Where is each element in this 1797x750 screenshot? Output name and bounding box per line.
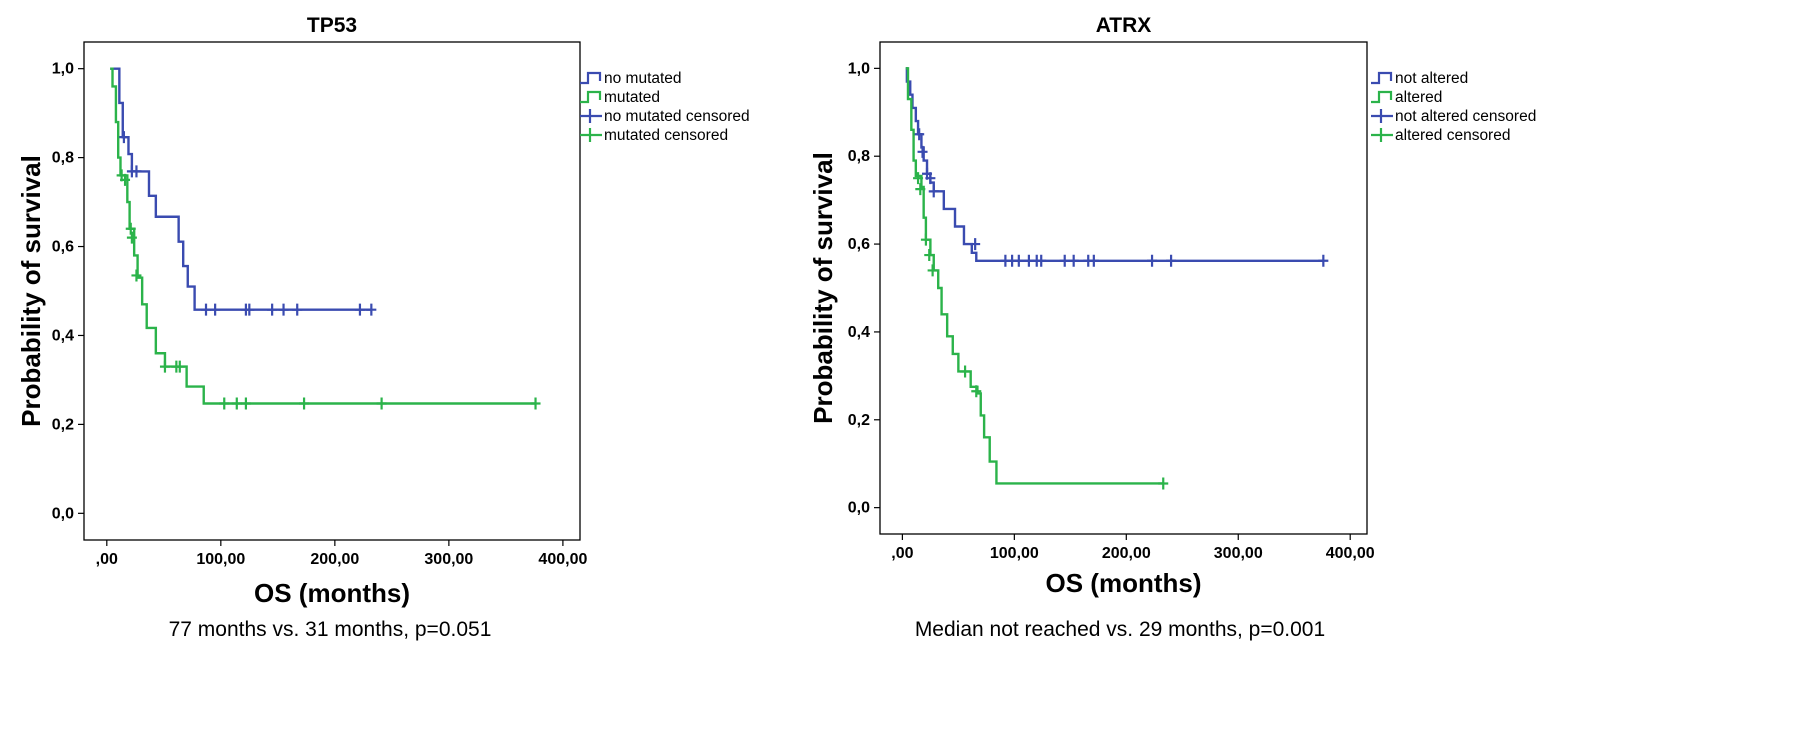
censor-mark (1147, 254, 1158, 267)
censor-mark (971, 385, 982, 398)
censor-mark (1158, 477, 1169, 490)
censor-mark (299, 397, 310, 410)
censor-mark (366, 303, 377, 316)
censor-mark (244, 303, 255, 316)
y-tick-label: 0,6 (848, 236, 870, 253)
censor-mark (131, 165, 142, 178)
censor-mark (125, 222, 136, 235)
censor-mark (118, 131, 129, 144)
plot-frame (879, 41, 1368, 535)
y-tick-label: 0,0 (848, 500, 870, 517)
x-tick-label: 100,00 (990, 545, 1039, 562)
censor-mark (174, 360, 185, 373)
x-tick-label: 200,00 (1102, 545, 1151, 562)
x-tick-label: ,00 (96, 551, 118, 568)
y-tick-label: 1,0 (52, 61, 74, 78)
censor-mark (915, 183, 926, 196)
x-tick-label: 400,00 (538, 551, 587, 568)
x-tick-label: ,00 (891, 545, 913, 562)
y-tick-label: 0,6 (52, 239, 74, 256)
x-tick-label: 300,00 (424, 551, 473, 568)
legend-label: not altered censored (1395, 108, 1536, 125)
censor-mark (914, 128, 925, 141)
censor-mark (917, 145, 928, 158)
x-tick-label: 300,00 (1214, 545, 1263, 562)
censor-mark (126, 231, 137, 244)
chart-title: TP53 (307, 14, 357, 37)
legend-swatch (580, 128, 602, 142)
chart-title: ATRX (1096, 14, 1152, 37)
censor-mark (913, 172, 924, 185)
x-axis-label: OS (months) (254, 578, 410, 608)
chart-caption: Median not reached vs. 29 months, p=0.00… (915, 618, 1325, 641)
censor-mark (210, 303, 221, 316)
y-tick-label: 1,0 (848, 60, 870, 77)
censor-mark (219, 397, 230, 410)
y-tick-label: 0,2 (848, 412, 870, 429)
censor-mark (925, 172, 936, 185)
legend-swatch (1371, 71, 1393, 85)
censor-mark (1013, 254, 1024, 267)
legend-label: mutated censored (604, 127, 728, 144)
censor-mark (920, 233, 931, 246)
tp53-panel: TP53 0,0 0,2 0,4 0,6 0,8 1,0 ,00 100,00 200,00 300… (16, 14, 750, 641)
censor-mark (278, 303, 289, 316)
censor-mark (960, 365, 971, 378)
y-axis-label: Probability of survival (808, 152, 838, 424)
legend-swatch (580, 109, 602, 123)
censor-mark (231, 397, 242, 410)
y-axis-label: Probability of survival (16, 155, 46, 427)
legend-label: no mutated (604, 70, 682, 87)
survival-curve-not-altered (110, 67, 372, 311)
y-tick-label: 0,8 (848, 148, 870, 165)
censor-mark (201, 303, 212, 316)
censor-mark (376, 397, 387, 410)
legend-label: altered (1395, 89, 1442, 106)
legend-swatch (580, 71, 602, 85)
x-tick-label: 200,00 (310, 551, 359, 568)
censor-mark (267, 303, 278, 316)
censor-mark (1318, 254, 1329, 267)
censor-mark (970, 238, 981, 251)
censor-mark (292, 303, 303, 316)
survival-curve-altered (110, 67, 536, 405)
plot-frame (83, 41, 581, 541)
legend-swatch (1371, 109, 1393, 123)
legend-swatch (1371, 90, 1393, 104)
censor-mark (1068, 254, 1079, 267)
censor-mark (530, 397, 541, 410)
censor-mark (928, 185, 939, 198)
atrx-panel: ATRX 0,0 0,2 0,4 0,6 0,8 1,0 ,00 100,00 200,00 300… (808, 14, 1536, 641)
censor-mark (1166, 254, 1177, 267)
x-tick-label: 100,00 (196, 551, 245, 568)
censor-mark (1088, 254, 1099, 267)
censor-mark (1036, 254, 1047, 267)
censor-mark (159, 360, 170, 373)
chart-caption: 77 months vs. 31 months, p=0.051 (169, 618, 492, 641)
x-tick-label: 400,00 (1326, 545, 1375, 562)
censor-mark (927, 264, 938, 277)
censor-mark (120, 173, 131, 186)
y-tick-label: 0,4 (52, 327, 74, 344)
legend-label: mutated (604, 89, 660, 106)
censor-mark (1059, 254, 1070, 267)
survival-curve-not-altered (905, 67, 1324, 262)
survival-curve-altered (905, 67, 1164, 485)
legend-swatch (1371, 128, 1393, 142)
y-tick-label: 0,2 (52, 416, 74, 433)
censor-mark (240, 397, 251, 410)
y-tick-label: 0,0 (52, 505, 74, 522)
y-tick-label: 0,8 (52, 150, 74, 167)
legend-label: altered censored (1395, 127, 1510, 144)
legend-swatch (580, 90, 602, 104)
legend-label: not altered (1395, 70, 1468, 87)
x-axis-label: OS (months) (1046, 568, 1202, 598)
censor-mark (131, 269, 142, 282)
censor-mark (924, 249, 935, 262)
censor-mark (354, 303, 365, 316)
y-tick-label: 0,4 (848, 324, 870, 341)
legend-label: no mutated censored (604, 108, 750, 125)
